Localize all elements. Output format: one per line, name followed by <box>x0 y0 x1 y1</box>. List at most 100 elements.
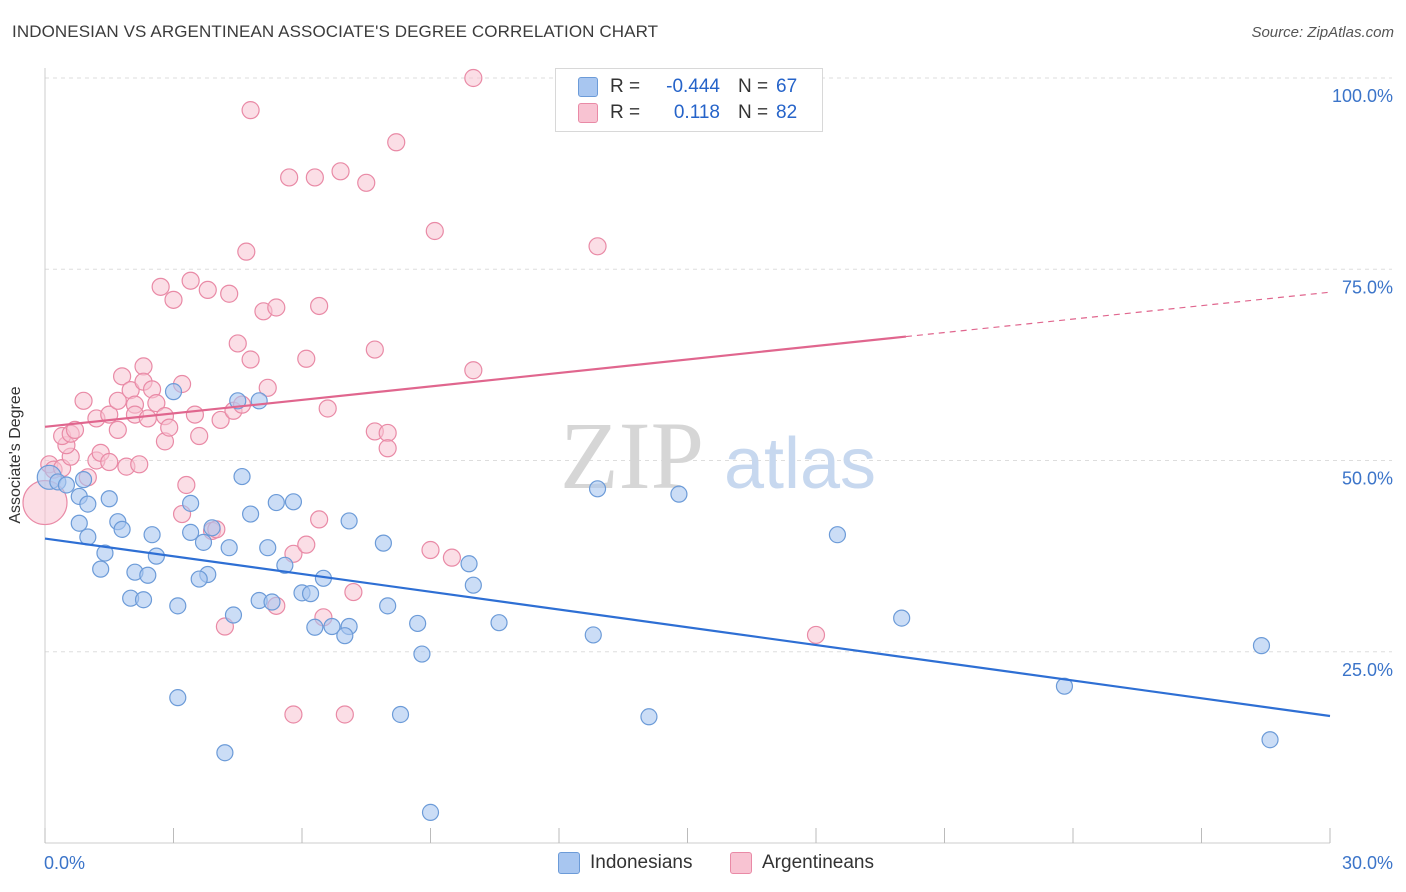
indonesian-point <box>164 383 183 401</box>
indonesian-point <box>203 519 221 537</box>
legend-n-value: 82 <box>776 102 798 123</box>
x-tick-label: 30.0% <box>1342 853 1393 873</box>
argentinean-point <box>284 705 303 724</box>
indonesian-point <box>92 560 110 578</box>
indonesian-point <box>134 591 153 609</box>
legend-r-label: R = <box>610 102 641 123</box>
argentinean-point <box>344 582 363 602</box>
argentinean-point <box>421 540 440 560</box>
argentinean-point <box>65 420 85 439</box>
indonesian-point <box>374 534 392 552</box>
y-tick-label: 50.0% <box>1342 469 1393 489</box>
indonesian-point <box>220 539 238 557</box>
argentinean-point <box>112 367 132 386</box>
indonesian-point <box>250 392 268 410</box>
y-tick-label: 75.0% <box>1342 277 1393 297</box>
indonesian-point <box>828 526 847 544</box>
argentinean-point <box>387 133 406 152</box>
indonesian-point <box>259 539 277 557</box>
source-label: Source: ZipAtlas.com <box>1251 24 1394 41</box>
indonesian-point <box>147 547 165 565</box>
indonesian-point <box>113 520 131 538</box>
legend-n-label: N = <box>738 102 769 123</box>
indonesian-point <box>284 493 303 511</box>
indonesian-point <box>379 597 397 615</box>
indonesian-point <box>490 614 508 632</box>
argentinean-point <box>198 280 217 300</box>
indonesian-point <box>323 617 341 636</box>
indonesian-point <box>276 556 294 574</box>
indonesian-point <box>640 708 658 726</box>
indonesian-point <box>96 544 114 562</box>
argentinean-point <box>190 426 209 446</box>
indonesian-point <box>79 495 97 513</box>
indonesian-point <box>263 593 281 611</box>
legend-n-label: N = <box>738 76 769 97</box>
x-tick-label: 0.0% <box>44 853 85 873</box>
indonesian-point <box>409 614 427 633</box>
indonesian-point <box>169 689 187 707</box>
argentineans-trend-line <box>44 335 907 428</box>
argentinean-point <box>228 334 247 353</box>
indonesian-point <box>306 618 324 636</box>
argentinean-point <box>464 68 483 88</box>
indonesian-point <box>421 803 440 822</box>
indonesian-point <box>169 597 187 615</box>
bottom-legend-indonesians[interactable]: Indonesians <box>558 852 692 874</box>
argentinean-point <box>147 394 166 413</box>
argentinean-point <box>357 173 376 192</box>
argentinean-point <box>806 625 826 645</box>
indonesian-point <box>340 512 358 530</box>
indonesian-point <box>224 606 243 624</box>
argentinean-point <box>365 340 384 359</box>
argentinean-point <box>241 350 260 369</box>
argentinean-point <box>138 409 157 428</box>
argentinean-point <box>378 439 397 458</box>
legend-r-value: 0.118 <box>673 102 720 123</box>
argentinean-point <box>310 296 329 316</box>
argentinean-point <box>237 242 256 261</box>
indonesian-point <box>670 485 688 503</box>
bottom-legend-swatch-pink <box>730 852 752 874</box>
argentinean-point <box>258 378 277 397</box>
argentineans-trend-extension <box>905 291 1331 338</box>
indonesian-point <box>233 467 251 486</box>
indonesian-point <box>190 570 208 588</box>
trend-lines <box>44 291 1331 718</box>
indonesians-points <box>36 383 1279 822</box>
argentinean-point <box>442 548 462 567</box>
watermark: ZIP atlas <box>560 402 876 509</box>
indonesian-point <box>1252 637 1271 655</box>
legend-swatch-blue <box>578 77 598 97</box>
argentinean-point <box>297 349 316 368</box>
indonesian-point <box>70 514 88 532</box>
argentinean-point <box>181 271 200 290</box>
argentinean-point <box>160 418 179 437</box>
indonesian-point <box>242 505 260 523</box>
argentinean-point <box>108 391 127 410</box>
argentinean-point <box>108 420 127 439</box>
argentinean-point <box>177 475 196 495</box>
argentinean-point <box>318 399 337 418</box>
argentinean-point <box>310 510 329 529</box>
indonesian-point <box>194 533 213 551</box>
argentinean-point <box>335 705 354 724</box>
axes <box>44 68 1331 844</box>
watermark-atlas: atlas <box>724 424 876 504</box>
argentinean-point <box>305 168 324 187</box>
indonesian-point <box>216 744 234 762</box>
chart-title: INDONESIAN VS ARGENTINEAN ASSOCIATE'S DE… <box>12 22 659 41</box>
y-tick-label: 25.0% <box>1342 660 1393 680</box>
argentinean-point <box>464 361 483 380</box>
argentinean-point <box>100 452 119 472</box>
argentinean-point <box>267 298 286 317</box>
indonesians-trend-line <box>44 537 1331 718</box>
bottom-legend-argentineans[interactable]: Argentineans <box>730 852 874 874</box>
argentinean-point <box>74 391 93 410</box>
argentinean-point <box>241 101 260 120</box>
argentinean-point <box>220 284 239 303</box>
indonesian-point <box>301 585 320 603</box>
indonesian-point <box>391 705 410 724</box>
indonesian-point <box>464 576 482 594</box>
